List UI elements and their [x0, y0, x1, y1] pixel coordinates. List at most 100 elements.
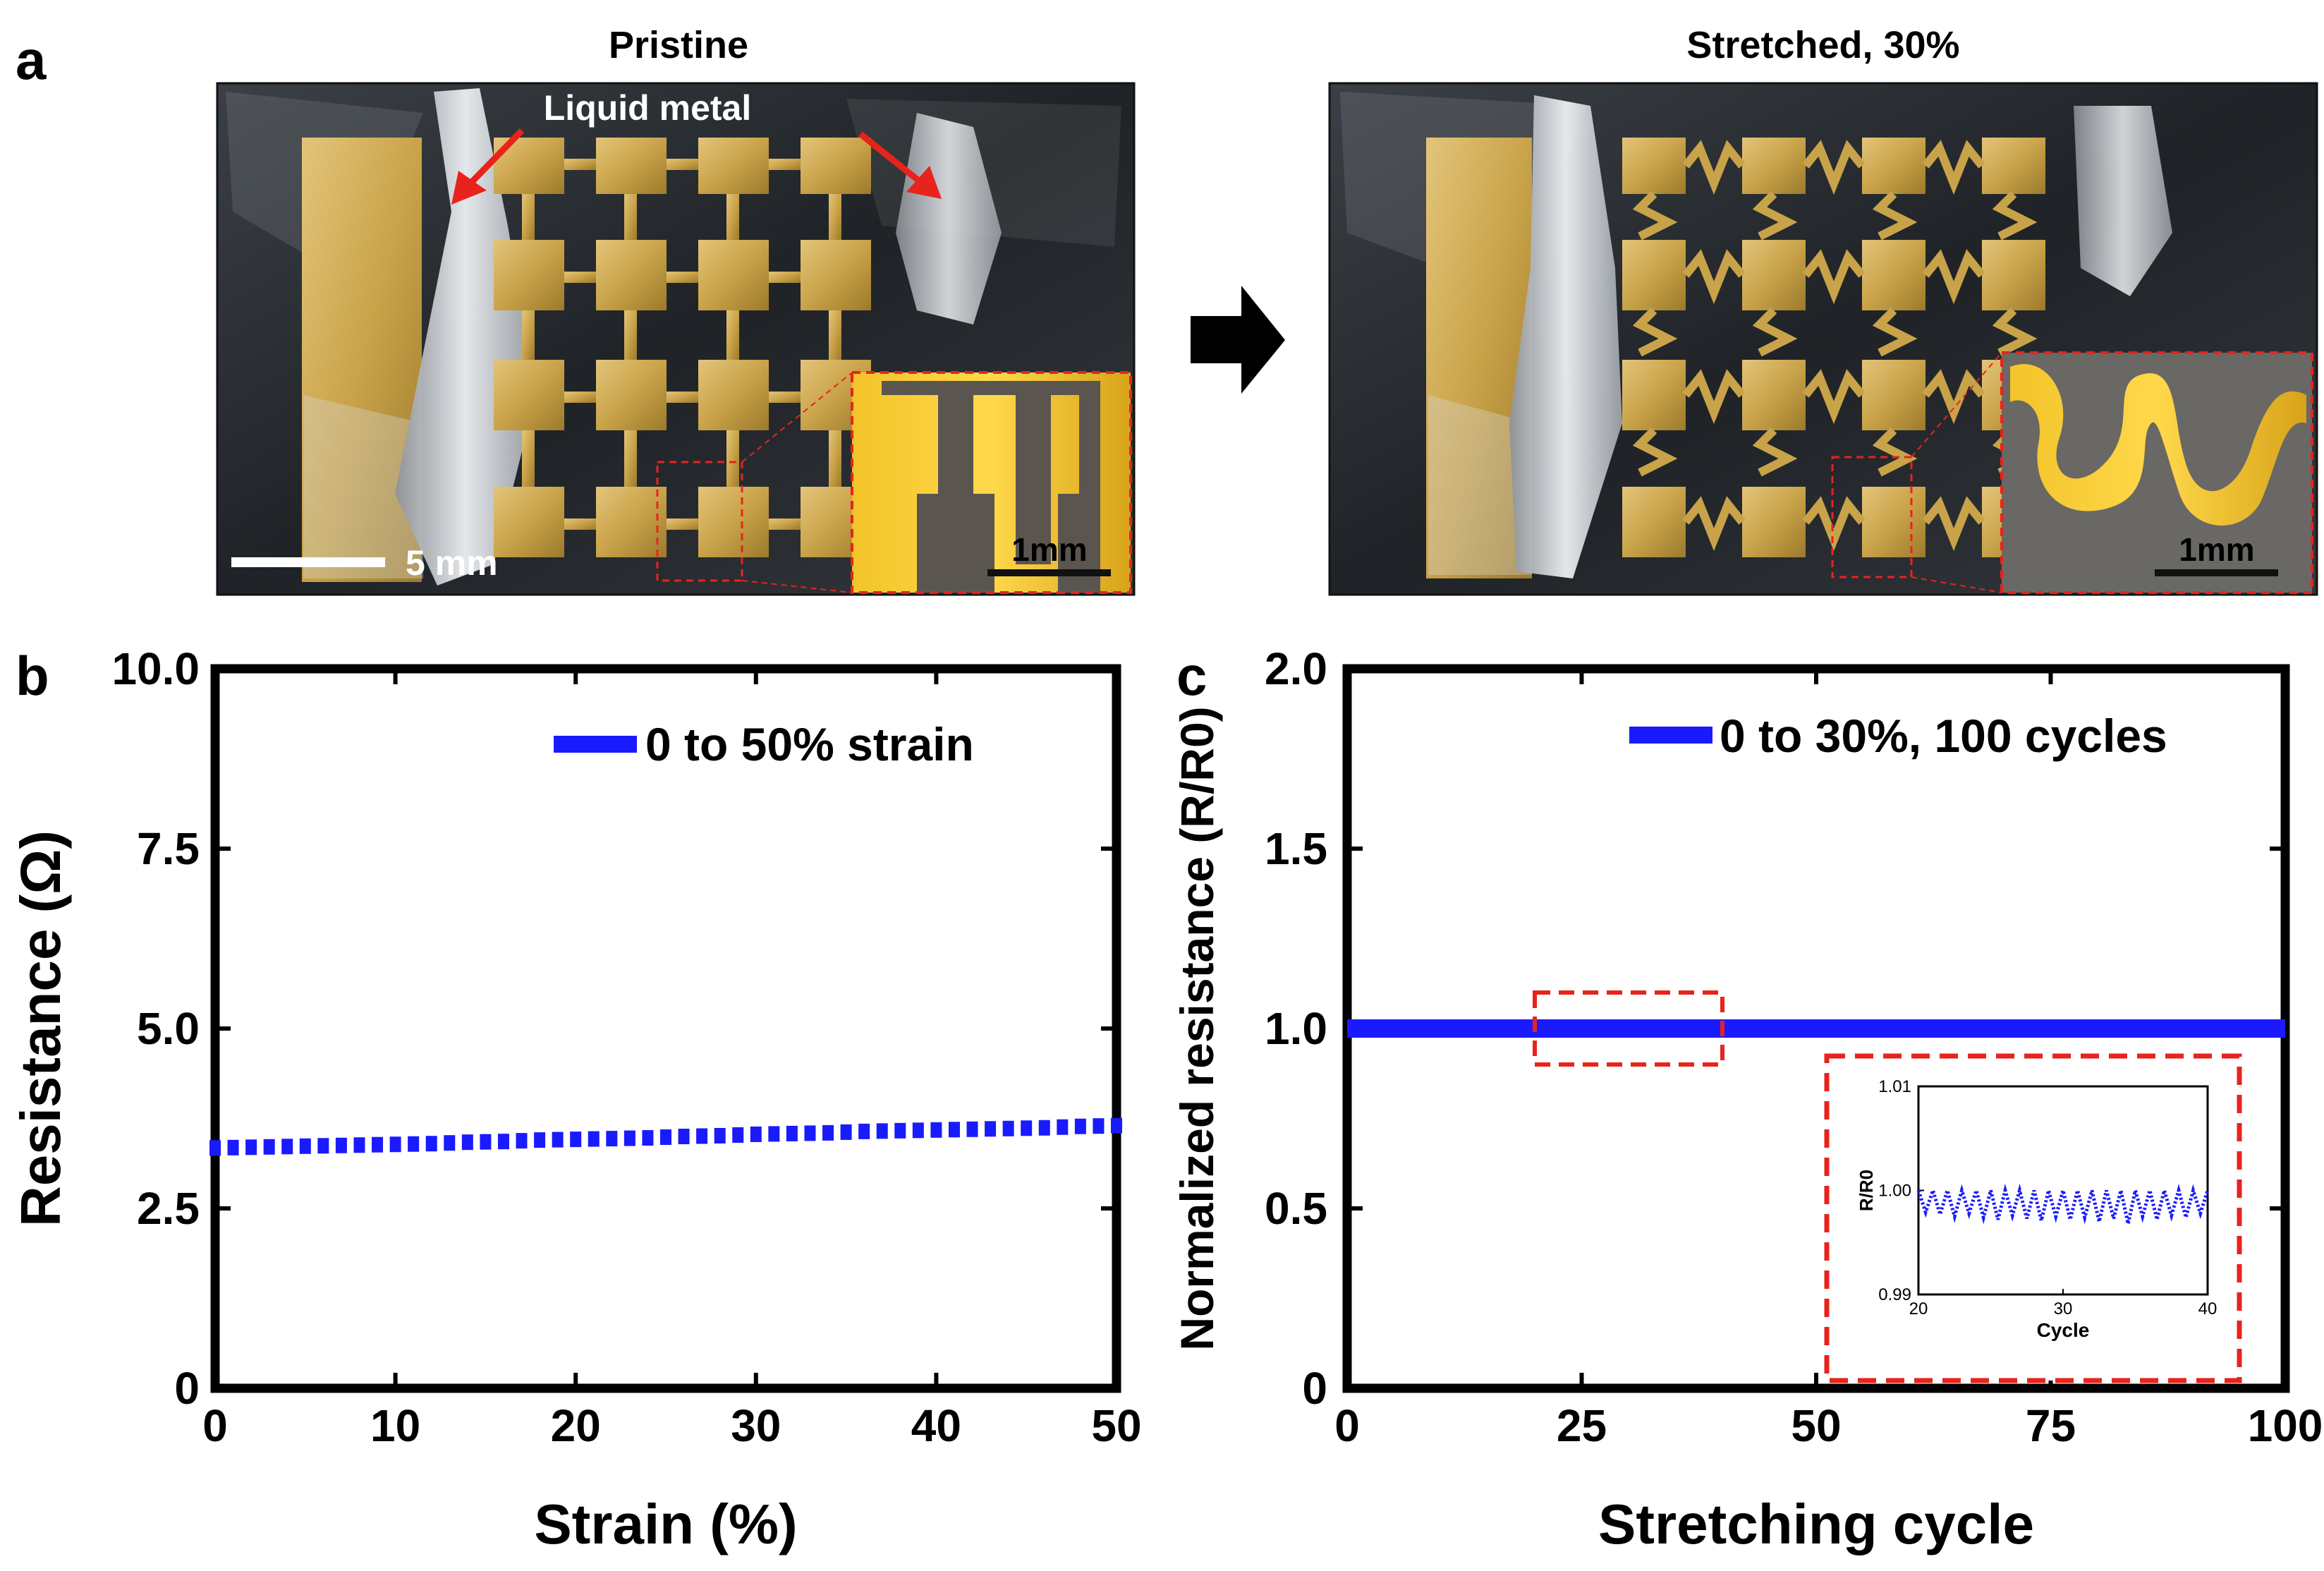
chart-b-point	[335, 1137, 347, 1153]
inset-scale-bar-left	[987, 569, 1111, 576]
chart-c-inset-xtick-label: 40	[2198, 1299, 2217, 1318]
panel-c-label: c	[1176, 645, 1207, 707]
panel-a-left-title: Pristine	[609, 24, 748, 66]
chart-b-point	[245, 1139, 257, 1155]
chart-c-inset-ytick-label: 1.00	[1878, 1182, 1911, 1201]
chart-b-point	[353, 1137, 365, 1153]
liquid-metal-arrow-left	[466, 128, 525, 188]
chart-c-xtick-label: 25	[1557, 1400, 1607, 1451]
chart-b-point	[1021, 1120, 1033, 1136]
chart-b-point	[516, 1133, 528, 1149]
chart-b-point	[588, 1131, 600, 1147]
chart-b-point	[1074, 1118, 1086, 1134]
chart-b-point	[263, 1139, 275, 1155]
chart-c-inset-ytick-label: 1.01	[1878, 1077, 1911, 1096]
chart-b-xtick-label: 20	[551, 1400, 601, 1451]
panel-a-right-title: Stretched, 30%	[1686, 24, 1959, 66]
chart-b-point	[552, 1132, 564, 1148]
chart-c-ytick-label: 1.5	[1265, 823, 1327, 874]
chart-b-point	[425, 1136, 437, 1152]
chart-b-point	[660, 1129, 671, 1146]
chart-b-ytick-label: 10.0	[111, 643, 200, 694]
chart-c-inset-xtick-label: 30	[2054, 1299, 2073, 1318]
chart-b-point	[714, 1127, 726, 1144]
chart-b-point	[894, 1122, 906, 1139]
chart-b-ytick-label: 2.5	[137, 1183, 200, 1234]
pristine-zoom-box	[656, 461, 743, 582]
pristine-inset: 1mm	[851, 371, 1132, 594]
chart-c-legend-swatch	[1629, 727, 1712, 744]
chart-b-point	[822, 1124, 834, 1141]
chart-b-point	[696, 1128, 708, 1144]
chart-c-xtick-label: 75	[2026, 1400, 2076, 1451]
chart-c-ytick-label: 0.5	[1265, 1183, 1327, 1234]
chart-b-point	[876, 1123, 888, 1139]
stretched-zoom-box	[1831, 456, 1913, 578]
chart-b-point	[786, 1125, 798, 1141]
chart-b-point	[570, 1132, 582, 1148]
chart-b-point	[534, 1132, 546, 1148]
chart-b-point	[497, 1134, 509, 1150]
chart-b-point	[985, 1121, 997, 1137]
chart-b-point	[299, 1138, 311, 1154]
chart-b-ytick-label: 5.0	[137, 1003, 200, 1054]
chart-c-inset-xlabel: Cycle	[2037, 1319, 2090, 1341]
liquid-metal-label: Liquid metal	[544, 88, 751, 128]
chart-b-xtick-label: 0	[202, 1400, 228, 1451]
chart-b-legend-swatch	[554, 736, 637, 753]
chart-b-ytick-label: 7.5	[137, 823, 200, 874]
pristine-photo: 1mm 5 mm Liquid metal	[216, 82, 1136, 596]
chart-b-xtick-label: 40	[911, 1400, 961, 1451]
chart-c-inset-ytick-label: 0.99	[1878, 1285, 1911, 1304]
chart-c: 0 25 50 75 100 0 0.5 1.0 1.5 2.0 0 to 30%, 100 cyc…	[1171, 643, 2323, 1555]
chart-b-point	[209, 1140, 221, 1156]
chart-b-legend-text: 0 to 50% strain	[645, 718, 974, 770]
chart-c-ylabel: Normalized resistance (R/R0)	[1171, 706, 1223, 1350]
chart-b-point	[623, 1130, 635, 1146]
chart-b-point	[948, 1122, 960, 1138]
stretched-photo: 1mm	[1328, 82, 2318, 596]
chart-b-point	[606, 1131, 618, 1147]
chart-b-point	[389, 1136, 401, 1153]
chart-b-frame	[210, 664, 1121, 1393]
chart-b-point	[858, 1123, 870, 1139]
chart-b-xlabel: Strain (%)	[534, 1493, 797, 1555]
chart-c-inset-xtick-label: 20	[1909, 1299, 1928, 1318]
chart-b-point	[1057, 1119, 1069, 1135]
chart-b-point	[732, 1127, 744, 1143]
chart-b-point	[840, 1124, 852, 1140]
chart-b-point	[1002, 1120, 1014, 1136]
chart-b-point	[750, 1126, 762, 1142]
chart-c-ytick-label: 0	[1302, 1363, 1327, 1414]
chart-b-point	[912, 1122, 924, 1139]
chart-c-legend-text: 0 to 30%, 100 cycles	[1720, 710, 2167, 762]
chart-b-point	[461, 1134, 473, 1151]
chart-c-xtick-label: 100	[2248, 1400, 2323, 1451]
serpentine-pad-grid	[494, 138, 871, 557]
chart-c-inset-border	[1824, 1053, 2242, 1383]
chart-b-point	[444, 1135, 456, 1151]
chart-b-point	[678, 1129, 690, 1144]
chart-b-point	[930, 1122, 942, 1138]
chart-b-point	[317, 1138, 329, 1154]
main-scale-bar	[231, 557, 385, 567]
chart-b-point	[372, 1136, 384, 1153]
chart-b-point	[281, 1139, 293, 1155]
inset-scale-label-right: 1mm	[2179, 531, 2254, 568]
chart-c-xtick-label: 50	[1791, 1400, 1841, 1451]
main-scale-label: 5 mm	[406, 543, 498, 583]
chart-b-point	[804, 1125, 816, 1141]
panel-b-label: b	[16, 645, 49, 707]
chart-b-point	[768, 1126, 780, 1142]
chart-b-point	[1038, 1120, 1050, 1136]
chart-c-inset-series	[1916, 1183, 2210, 1225]
chart-b-point	[1111, 1117, 1122, 1134]
liquid-metal-left	[395, 88, 536, 586]
chart-b-xtick-label: 30	[731, 1400, 781, 1451]
panel-a-label: a	[16, 29, 47, 91]
transition-arrow-icon	[1191, 286, 1285, 394]
chart-b: 0 10 20 30 40 50 0 2.5 5.0 7.5 10.0 0 to 50% strain…	[9, 643, 1142, 1555]
chart-c-xlabel: Stretching cycle	[1598, 1493, 2034, 1555]
liquid-metal-right	[896, 113, 1002, 324]
